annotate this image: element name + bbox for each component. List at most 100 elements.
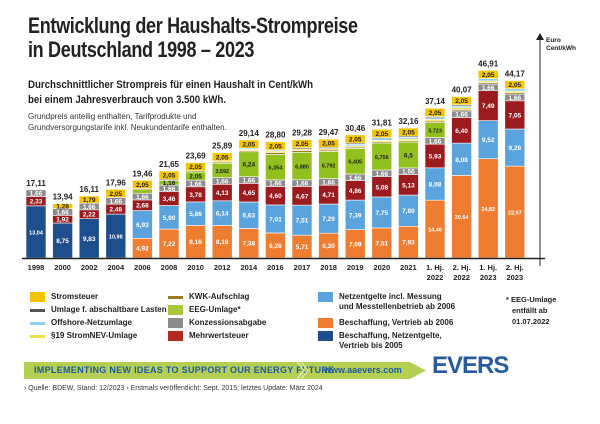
legend-swatch <box>168 305 183 315</box>
y-axis-arrow-icon <box>536 33 544 40</box>
segment-label: 5,71 <box>296 244 309 251</box>
bar-group: 6,26 7,01 4,60 1,66 6,354 2,05 28,80 2016 <box>265 131 286 272</box>
bar-segment <box>52 203 73 209</box>
subtitle-line-2: bei einem Jahresverbrauch von 3.500 kWh. <box>28 94 226 106</box>
footnote-line-2: entfällt ab <box>512 306 548 315</box>
segment-label: 7,80 <box>402 208 415 215</box>
bar-segment <box>158 170 180 180</box>
bar-segment <box>185 162 206 172</box>
bar-segment <box>398 127 419 137</box>
title-line-2: in Deutschland 1998 – 2023 <box>28 37 255 62</box>
x-tick-label: 1. Hj. <box>426 263 444 272</box>
segment-label: 22,97 <box>508 211 522 217</box>
legend-label: Offshore-Netzumlage <box>51 318 132 327</box>
total-label: 32,16 <box>398 117 419 126</box>
legend-swatch <box>318 331 333 341</box>
segment-label: 6,40 <box>455 128 468 135</box>
segment-label: 5,93 <box>429 153 442 160</box>
bar-segment <box>291 139 313 149</box>
slogan-banner: IMPLEMENTING NEW IDEAS TO SUPPORT OUR EN… <box>24 362 426 379</box>
segment-label: 4,13 <box>216 190 229 197</box>
segment-label: 1,66 <box>189 181 202 188</box>
bar-segment <box>504 80 526 90</box>
legend-item: Stromsteuer <box>30 292 98 302</box>
segment-label: 6,792 <box>322 163 336 169</box>
bar-group: 14,46 8,08 5,93 1,66 3,723 2,05 37,14 1. Hj.202… <box>424 97 446 282</box>
legend-swatch <box>168 318 183 328</box>
stacked-bar-chart: 13,042,331,6617,1119988,751,921,661,2813… <box>22 33 576 282</box>
legend-label: KWK-Aufschlag <box>189 292 250 301</box>
segment-label: 8,16 <box>189 239 202 246</box>
x-tick-label: 2016 <box>267 263 284 272</box>
segment-label: 9,28 <box>508 145 521 152</box>
note: Grundpreis anteilig enthalten, Tarifprod… <box>28 112 227 132</box>
segment-label: 13,04 <box>29 230 44 236</box>
bar-group: 9,83 2,221,661,79 16,11 2002 <box>78 185 100 272</box>
legend-item: KWK-Aufschlag <box>168 292 249 302</box>
total-label: 46,91 <box>478 59 499 68</box>
legend-item: EEG-Umlage* <box>168 305 241 315</box>
legend-swatch <box>30 309 45 312</box>
total-label: 28,80 <box>265 131 286 140</box>
total-label: 17,96 <box>106 178 127 187</box>
x-tick-label: 2022 <box>453 273 470 282</box>
segment-label: 2,05 <box>269 143 282 150</box>
segment-label: 2,48 <box>109 207 122 214</box>
bar-segment <box>344 134 366 144</box>
bar-segment <box>105 189 127 198</box>
y-axis-label-unit: Cent/kWh <box>546 45 576 52</box>
bar-group: 7,22 5,90 3,46 1,661,162,05 21,65 2008 <box>158 160 180 272</box>
total-label: 21,65 <box>159 160 180 169</box>
slogan-text: IMPLEMENTING NEW IDEAS TO SUPPORT OUR EN… <box>34 365 335 375</box>
segment-label: 7,75 <box>375 210 388 217</box>
bar-group: 5,71 7,51 4,67 1,66 6,880 2,05 29,28 2017 <box>291 129 313 272</box>
segment-label: 7,39 <box>349 212 362 219</box>
segment-label: 2,05 <box>189 164 202 171</box>
segment-label: 2,05 <box>322 141 335 148</box>
segment-label: 2,05 <box>189 174 202 181</box>
total-label: 44,17 <box>505 70 526 79</box>
evers-logo: EVERS <box>432 352 509 379</box>
bar-group: 7,38 6,63 4,65 1,66 6,24 2,05 29,14 2014 <box>238 129 260 272</box>
total-label: 29,14 <box>239 129 260 138</box>
segment-label: 1,66 <box>429 138 442 145</box>
total-label: 29,28 <box>292 129 313 138</box>
segment-label: 7,38 <box>242 241 255 248</box>
x-tick-label: 2014 <box>240 263 258 272</box>
segment-label: 4,60 <box>269 193 282 200</box>
segment-label: 6,756 <box>375 155 389 161</box>
bar-segment <box>211 152 233 162</box>
x-tick-label: 2. Hj. <box>506 263 524 272</box>
segment-label: 6,354 <box>269 166 284 172</box>
footnote-line-1: * EEG-Umlage <box>506 295 557 304</box>
website-link[interactable]: www.aaevers.com <box>324 365 402 375</box>
legend-item: Beschaffung, Vertrieb ab 2006 <box>318 318 453 328</box>
segment-label: 2,05 <box>163 173 176 180</box>
legend-item: Umlage f. abschaltbare Lasten <box>30 305 167 315</box>
x-tick-label: 2021 <box>400 263 417 272</box>
segment-label: 5,13 <box>402 182 415 189</box>
segment-label: 6,26 <box>269 243 282 250</box>
total-label: 30,46 <box>345 124 366 133</box>
segment-label: 1,66 <box>508 95 521 102</box>
x-tick-label: 2017 <box>294 263 311 272</box>
x-tick-label: 1. Hj. <box>479 263 497 272</box>
total-label: 31,81 <box>372 118 393 127</box>
bar-group: 7,09 7,39 4,86 1,66 6,405 2,05 30,46 2019 <box>344 124 366 272</box>
segment-label: 4,71 <box>322 192 335 199</box>
segment-label: 7,49 <box>482 103 495 110</box>
segment-label: 5,08 <box>375 184 388 191</box>
subtitle: Durchschnittlicher Strompreis für einen … <box>28 78 313 108</box>
bar-segment <box>238 139 260 149</box>
segment-label: 7,09 <box>349 241 362 248</box>
segment-label: 6,880 <box>295 165 309 171</box>
legend-item: Mehrwertsteuer <box>168 331 249 341</box>
x-tick-label: 1998 <box>28 263 45 272</box>
segment-label: 1,92 <box>56 217 69 224</box>
segment-label: 7,51 <box>375 240 388 247</box>
x-tick-label: 2012 <box>214 263 231 272</box>
bar-group: 22,97 9,28 7,05 1,66 2,05 44,17 2. Hj.2023 <box>504 70 526 282</box>
segment-label: 6,14 <box>216 211 229 218</box>
legend-item: §19 StromNEV-Umlage <box>30 331 137 341</box>
footnote-line-3: 01.07.2022 <box>512 317 550 326</box>
